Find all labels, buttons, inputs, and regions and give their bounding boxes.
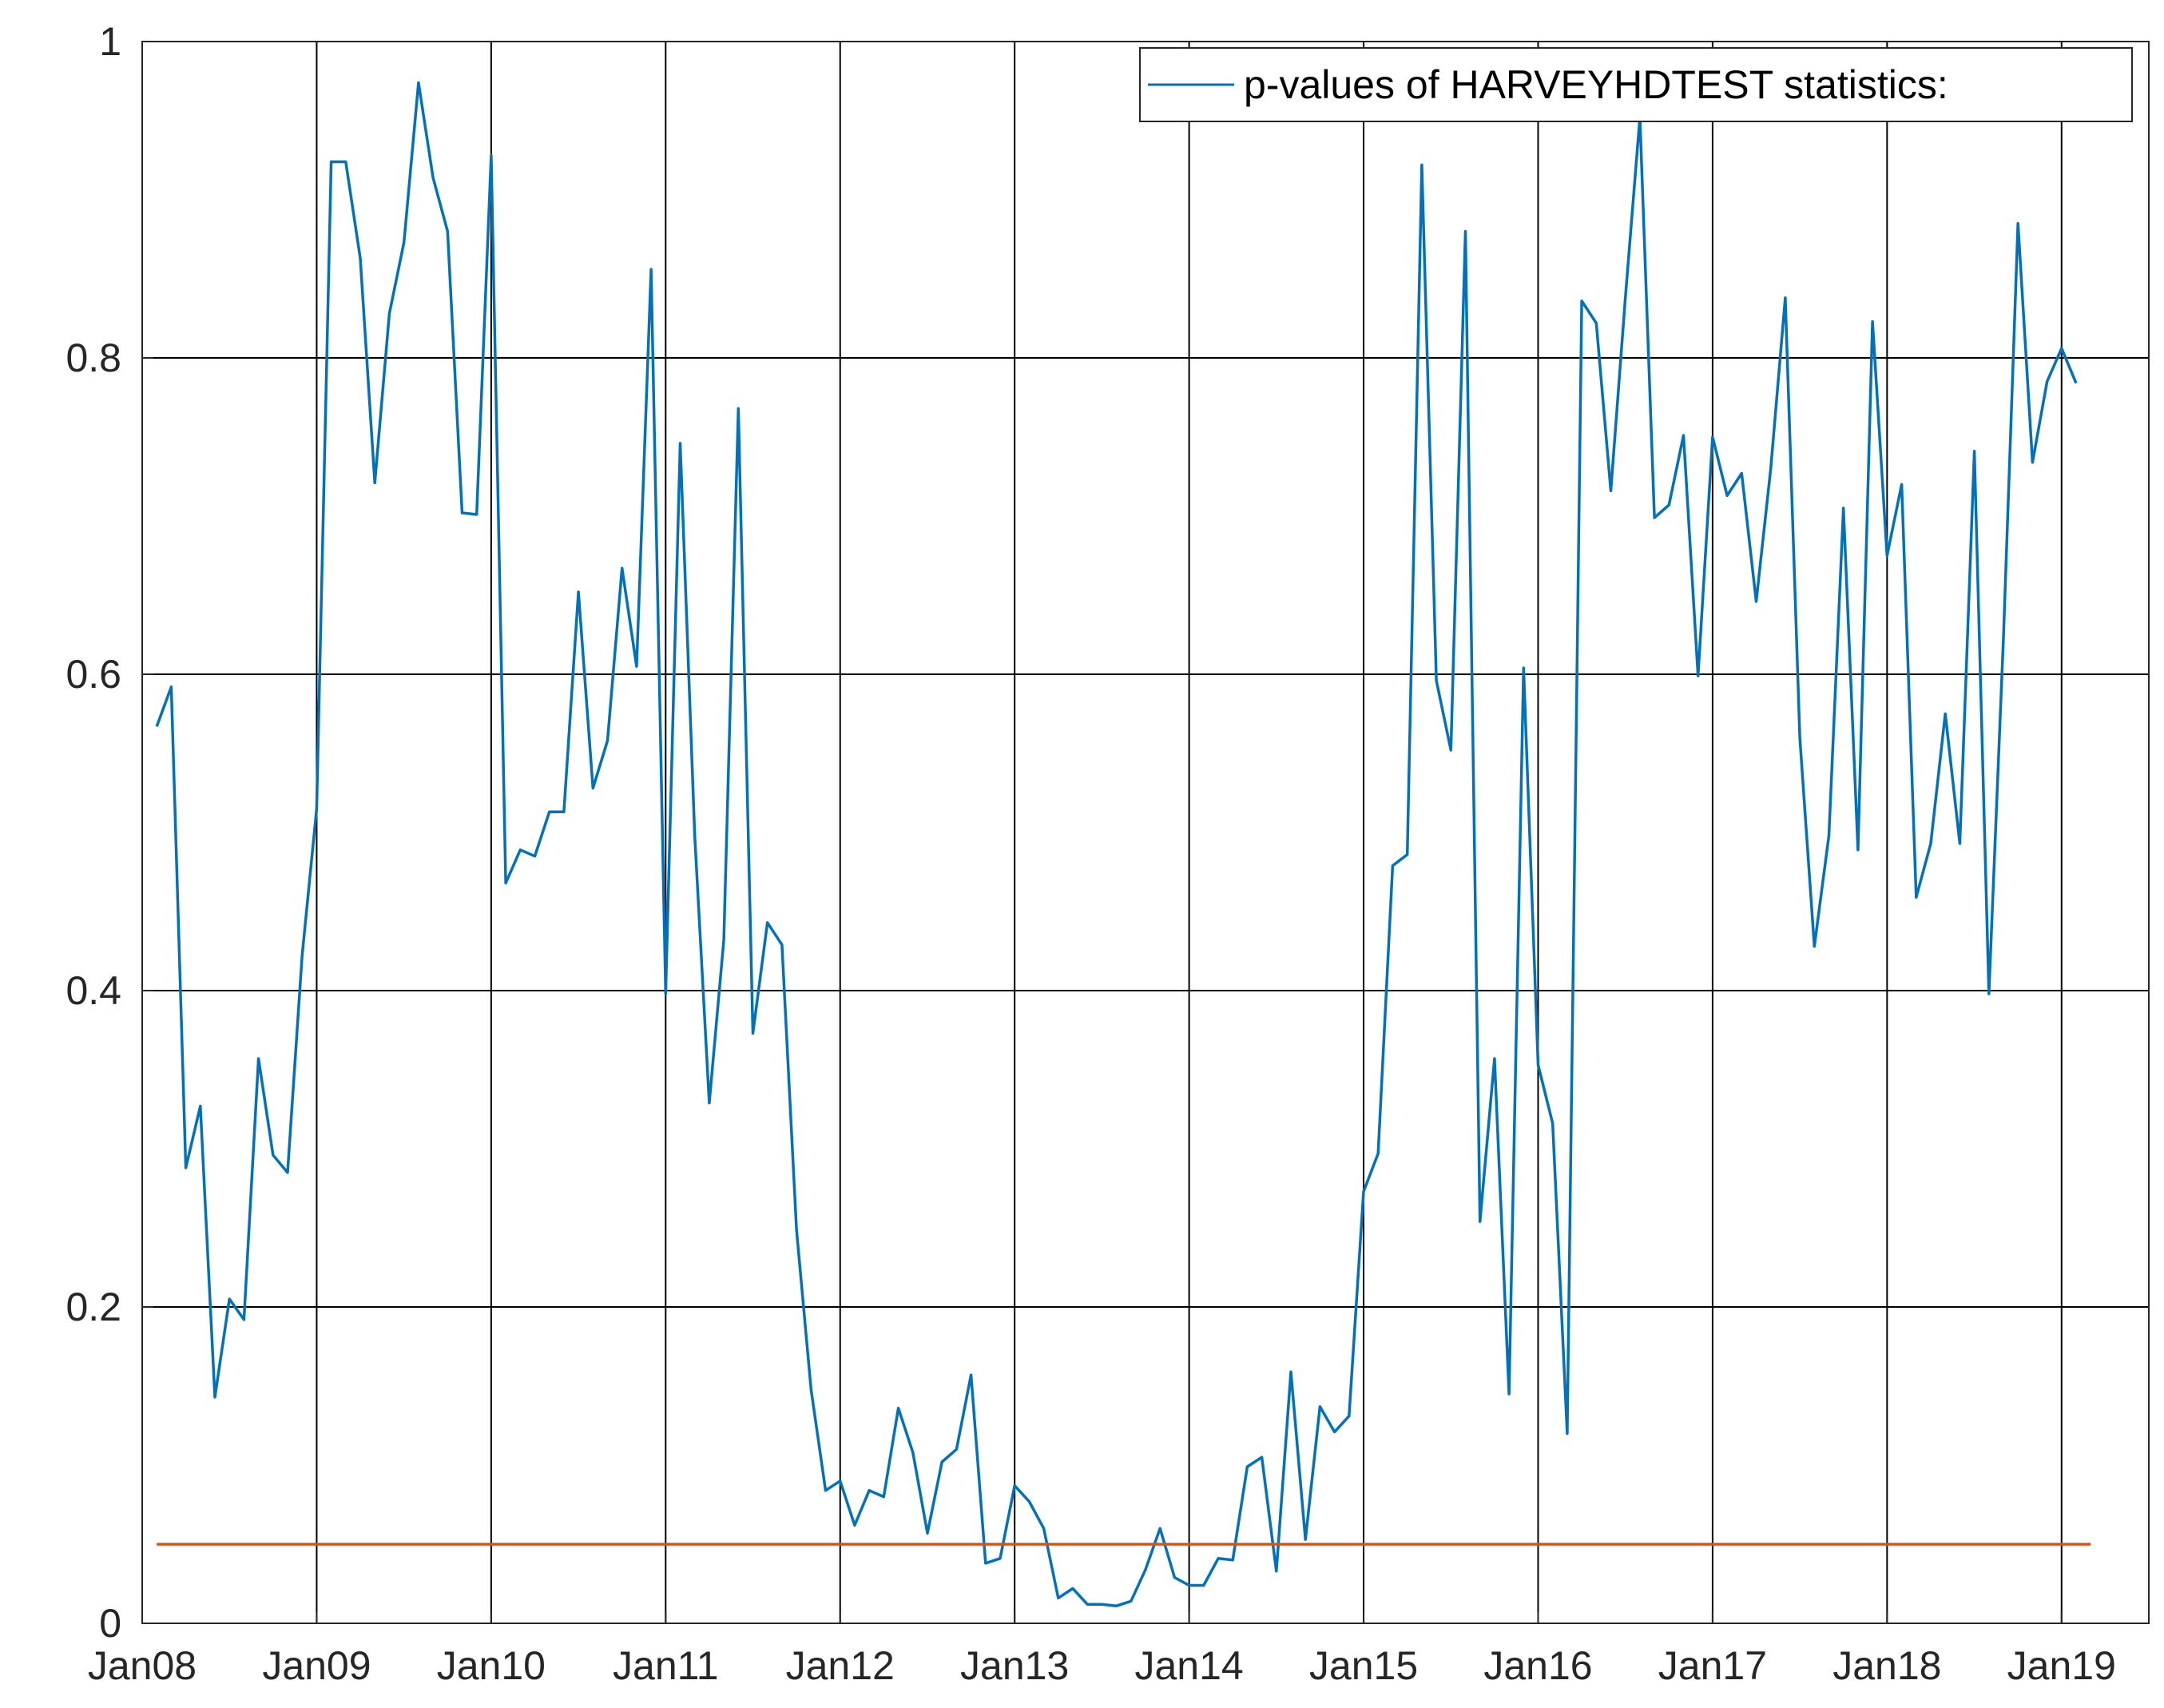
plot-frame bbox=[141, 41, 2150, 1624]
y-tick-label: 0.8 bbox=[66, 336, 121, 380]
x-tick-label: Jan18 bbox=[1832, 1643, 1941, 1688]
tick-labels: Jan08 Jan09 Jan10 Jan11 Jan12 Jan13 Jan14 Jan15… bbox=[66, 19, 2115, 1688]
x-tick-label: Jan13 bbox=[960, 1643, 1069, 1688]
x-tick-label: Jan16 bbox=[1483, 1643, 1592, 1688]
x-tick-label: Jan12 bbox=[786, 1643, 895, 1688]
legend: p-values of HARVEYHDTEST statistics: bbox=[1139, 47, 2133, 122]
y-tick-label: 0 bbox=[99, 1601, 121, 1646]
y-tick-label: 0.6 bbox=[66, 652, 121, 697]
legend-box bbox=[1139, 47, 2133, 122]
x-tick-label: Jan09 bbox=[262, 1643, 371, 1688]
y-tick-label: 1 bbox=[99, 19, 121, 64]
x-tick-label: Jan14 bbox=[1134, 1643, 1243, 1688]
x-tick-label: Jan08 bbox=[88, 1643, 197, 1688]
legend-label: p-values of HARVEYHDTEST statistics: bbox=[1244, 62, 1948, 107]
y-tick-label: 0.2 bbox=[66, 1285, 121, 1329]
y-tick-label: 0.4 bbox=[66, 968, 121, 1013]
x-tick-label: Jan19 bbox=[2007, 1643, 2116, 1688]
x-tick-label: Jan11 bbox=[613, 1643, 719, 1688]
series-layer bbox=[155, 81, 2091, 1607]
x-tick-label: Jan17 bbox=[1658, 1643, 1767, 1688]
x-tick-label: Jan15 bbox=[1309, 1643, 1418, 1688]
x-tick-label: Jan10 bbox=[437, 1643, 546, 1688]
